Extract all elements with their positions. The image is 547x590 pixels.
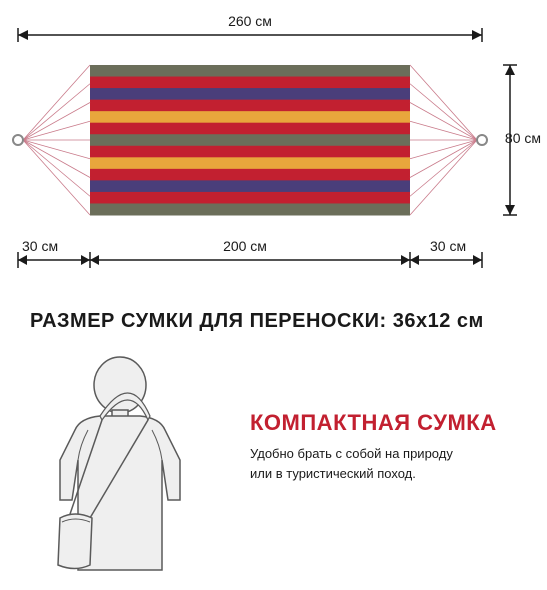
hammock-body <box>90 65 410 216</box>
top-width-label: 260 см <box>0 13 500 29</box>
compact-desc-line2: или в туристический поход. <box>250 464 497 484</box>
hammock-diagram <box>0 0 547 300</box>
height-label: 80 см <box>505 130 541 146</box>
compact-desc-line1: Удобно брать с собой на природу <box>250 444 497 464</box>
top-width-arrow <box>18 28 482 42</box>
bottom-right-label: 30 см <box>430 238 466 254</box>
bag-size-title: РАЗМЕР СУМКИ ДЛЯ ПЕРЕНОСКИ: 36x12 см <box>30 310 484 333</box>
bottom-center-label: 200 см <box>0 238 490 254</box>
person-illustration <box>20 350 230 580</box>
bottom-width-arrows <box>18 252 482 268</box>
compact-title: КОМПАКТНАЯ СУМКА <box>250 410 497 436</box>
